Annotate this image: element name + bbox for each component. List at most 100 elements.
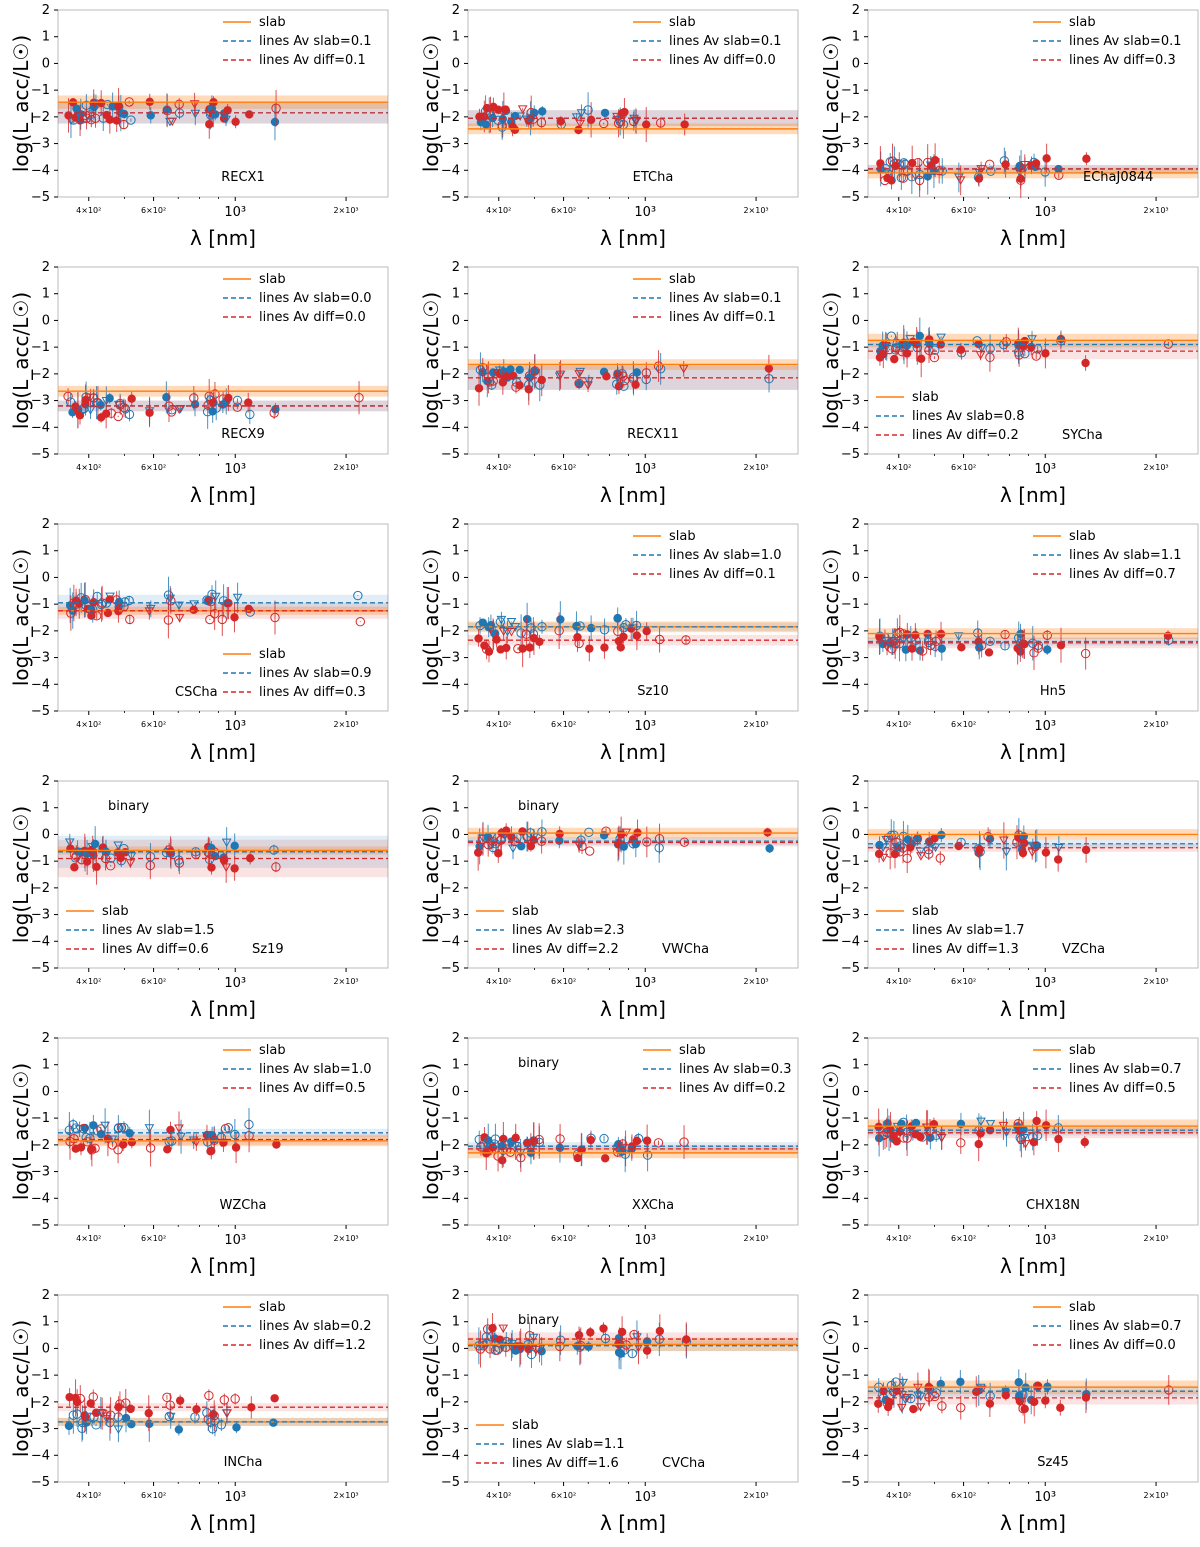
y-tick-label: −3 — [441, 1165, 460, 1180]
legend-entry: lines Av diff=0.3 — [1069, 53, 1176, 68]
y-tick-label: −1 — [31, 83, 50, 98]
point-open — [145, 1143, 156, 1153]
point-upper-limit — [174, 601, 184, 611]
point-open — [211, 403, 221, 413]
x-tick-label: 2×10³ — [333, 977, 358, 986]
legend-entry: lines Av diff=0.2 — [679, 1081, 786, 1096]
x-tick-label: 6×10² — [141, 977, 166, 986]
point-upper-limit — [576, 109, 587, 118]
y-tick-label: 0 — [852, 56, 860, 71]
point-open — [619, 375, 630, 386]
legend-entry: slab — [679, 1043, 706, 1058]
y-tick-label: −2 — [841, 110, 860, 125]
point-filled — [1041, 1121, 1051, 1130]
point-filled — [1020, 1404, 1029, 1414]
legend-entry: lines Av diff=1.6 — [512, 1456, 619, 1471]
point-filled — [614, 382, 624, 391]
x-tick-label: 6×10² — [951, 1234, 976, 1243]
point-open — [1031, 351, 1041, 361]
x-tick-label: 10³ — [634, 719, 656, 734]
point-open — [883, 833, 894, 843]
panel-CHX18N: 2 1 0 −1 −2 −3 −4 −5 4×10² 6×10² 10³ 2×10³ λ [nm] log… — [819, 1031, 1199, 1278]
panel-RECX1: 2 1 0 −1 −2 −3 −4 −5 4×10² 6×10² 10³ 2×10³ λ [nm] log… — [9, 3, 389, 250]
point-open — [930, 345, 940, 355]
point-filled — [930, 155, 940, 165]
x-tick-label: 2×10³ — [743, 720, 768, 729]
x-axis-label: λ [nm] — [600, 740, 666, 764]
point-filled — [209, 398, 218, 407]
point-open — [653, 1138, 664, 1148]
point-filled — [642, 1136, 652, 1145]
point-filled — [163, 1145, 172, 1154]
point-filled — [613, 613, 622, 623]
point-open — [81, 113, 92, 123]
point-open — [574, 378, 584, 388]
legend-entry: slab — [1069, 529, 1096, 544]
x-tick-label: 2×10³ — [743, 1234, 768, 1243]
x-tick-label: 10³ — [1034, 976, 1056, 991]
panel-VWCha: 2 1 0 −1 −2 −3 −4 −5 4×10² 6×10² 10³ 2×10³ λ [nm] log… — [419, 774, 799, 1021]
point-filled — [574, 125, 583, 135]
point-open — [164, 1411, 174, 1422]
y-tick-label: −4 — [31, 420, 50, 435]
star-name: Sz19 — [252, 942, 284, 957]
y-tick-label: 0 — [42, 1084, 50, 1099]
point-filled — [984, 648, 994, 657]
y-tick-label: −2 — [31, 881, 50, 896]
point-filled — [1029, 1397, 1039, 1407]
legend: slab lines Av slab=2.3 lines Av diff=2.2 — [476, 904, 625, 957]
legend-entry: slab — [259, 1043, 286, 1058]
star-name: CHX18N — [1026, 1198, 1080, 1213]
legend-entry: lines Av diff=0.6 — [102, 942, 209, 957]
y-tick-label: 0 — [42, 570, 50, 585]
y-axis-label: log(L_acc/L☉) — [419, 1320, 443, 1457]
y-tick-label: 2 — [42, 1288, 50, 1303]
panel-Hn5: 2 1 0 −1 −2 −3 −4 −5 4×10² 6×10² 10³ 2×10³ λ [nm] log… — [819, 517, 1199, 764]
point-filled — [616, 1349, 626, 1358]
point-filled — [1014, 1378, 1023, 1387]
point-open — [1014, 350, 1024, 360]
plot-frame — [57, 780, 389, 969]
point-filled — [127, 394, 136, 403]
point-open — [230, 1394, 240, 1404]
point-open — [524, 371, 535, 381]
x-tick-label: 2×10³ — [743, 1491, 768, 1500]
y-tick-label: 0 — [452, 1084, 460, 1099]
point-open — [166, 407, 177, 417]
point-open — [219, 1395, 230, 1405]
legend-entry: lines Av diff=0.5 — [259, 1081, 366, 1096]
x-tick-label: 10³ — [224, 976, 246, 991]
point-open — [575, 621, 585, 631]
point-filled — [600, 643, 609, 652]
point-filled — [1031, 159, 1041, 168]
y-tick-label: 1 — [852, 30, 860, 45]
point-upper-limit — [221, 838, 232, 848]
y-tick-label: −5 — [441, 961, 460, 976]
y-tick-label: −4 — [31, 1191, 50, 1206]
y-tick-label: −3 — [841, 1165, 860, 1180]
point-filled — [642, 1346, 652, 1355]
y-tick-label: −4 — [841, 934, 860, 949]
point-open — [210, 389, 220, 399]
point-upper-limit — [126, 852, 137, 861]
point-filled — [620, 107, 629, 117]
x-tick-label: 6×10² — [951, 206, 976, 215]
x-tick-label: 10³ — [634, 976, 656, 991]
y-tick-label: −5 — [841, 190, 860, 205]
point-open — [902, 853, 912, 863]
point-upper-limit — [1019, 160, 1030, 170]
point-open — [598, 118, 609, 129]
point-upper-limit — [190, 109, 201, 119]
y-tick-label: 0 — [452, 570, 460, 585]
y-axis-label: log(L_acc/L☉) — [419, 806, 443, 943]
x-tick-label: 6×10² — [551, 977, 576, 986]
point-filled — [205, 120, 214, 129]
y-tick-label: 0 — [42, 1341, 50, 1356]
y-tick-label: 1 — [452, 801, 460, 816]
point-open — [937, 166, 947, 176]
point-open — [1033, 643, 1043, 653]
legend: slab lines Av slab=1.1 lines Av diff=1.6 — [476, 1418, 625, 1471]
point-open — [914, 175, 925, 186]
point-filled — [208, 407, 217, 416]
point-filled — [210, 110, 220, 119]
